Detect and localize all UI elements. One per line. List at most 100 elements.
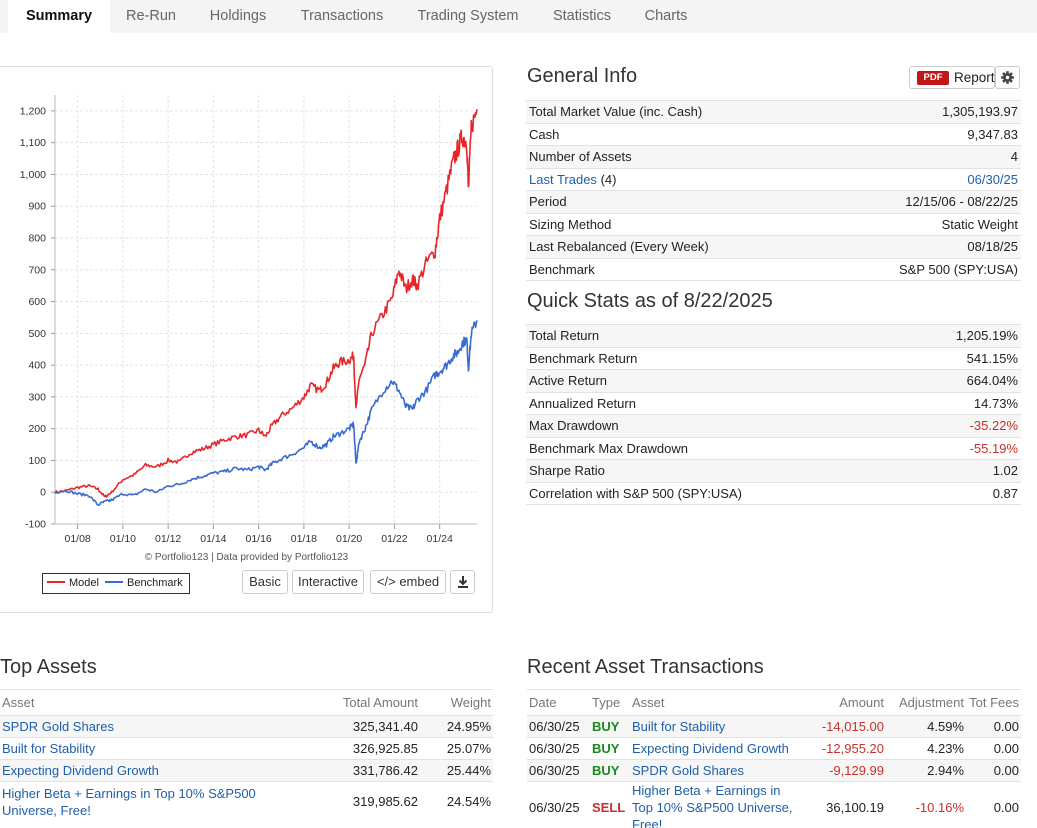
stat-row: Sharpe Ratio 1.02 [526, 459, 1021, 482]
col-weight[interactable]: Weight [420, 689, 493, 716]
table-row: SPDR Gold Shares 325,341.40 24.95% [0, 715, 493, 738]
y-tick-label: 600 [28, 296, 46, 308]
performance-chart-panel: -100 0 100 200 300 400 500 600 700 800 900 1,000 1,1… [0, 66, 493, 613]
tab-trading-system[interactable]: Trading System [417, 8, 519, 24]
stat-label: Total Return [526, 324, 904, 347]
last-trades-link[interactable]: Last Trades [529, 171, 597, 187]
stat-value: -35.22% [903, 414, 1021, 437]
legend-model[interactable]: Model [47, 577, 99, 589]
tab-summary[interactable]: Summary [8, 0, 110, 33]
txn-fees: 0.00 [966, 715, 1021, 738]
x-tick-label: 01/08 [64, 533, 90, 545]
y-tick-label: 200 [28, 423, 46, 435]
legend-benchmark[interactable]: Benchmark [105, 577, 183, 589]
col-tot-fees[interactable]: Tot Fees [966, 689, 1021, 716]
txn-asset-line-2: Top 10% S&P500 Universe, [632, 800, 793, 816]
x-tick-label: 01/12 [155, 533, 181, 545]
transactions-header: Date Type Asset Amount Adjustment Tot Fe… [527, 689, 1021, 716]
asset-link[interactable]: Higher Beta + Earnings in Top 10% S&P500… [2, 786, 256, 818]
txn-asset-link[interactable]: Expecting Dividend Growth [632, 741, 789, 756]
col-adjustment[interactable]: Adjustment [886, 689, 966, 716]
pdf-icon: PDF [917, 71, 949, 85]
embed-button[interactable]: </> embed [370, 570, 446, 594]
basic-chart-button[interactable]: Basic [242, 570, 288, 594]
legend-benchmark-swatch [105, 581, 123, 584]
quick-stats-table: Total Return 1,205.19% Benchmark Return 54… [526, 324, 1021, 505]
y-tick-label: 1,000 [20, 169, 46, 181]
asset-link[interactable]: SPDR Gold Shares [2, 719, 114, 734]
performance-chart: -100 0 100 200 300 400 500 600 700 800 900 1,000 1,1… [20, 95, 478, 545]
info-label: Last Rebalanced (Every Week) [526, 235, 822, 258]
info-value: S&P 500 (SPY:USA) [821, 257, 1021, 281]
stat-value: 1.02 [903, 459, 1021, 482]
table-row: 06/30/25 BUY Expecting Dividend Growth -… [527, 737, 1021, 760]
txn-asset-link[interactable]: SPDR Gold Shares [632, 763, 744, 778]
txn-asset-line-1: Higher Beta + Earnings in [632, 783, 781, 799]
txn-date: 06/30/25 [527, 759, 590, 782]
col-type[interactable]: Type [590, 689, 630, 716]
asset-amount: 319,985.62 [300, 781, 420, 822]
model-series-line [54, 109, 478, 498]
info-label: Benchmark [526, 257, 822, 281]
stat-value: -55.19% [903, 436, 1021, 460]
txn-fees: 0.00 [966, 781, 1021, 828]
txn-asset-link[interactable]: Higher Beta + Earnings in Top 10% S&P500 … [632, 783, 792, 828]
txn-fees: 0.00 [966, 737, 1021, 760]
col-amount[interactable]: Amount [810, 689, 886, 716]
stat-label: Annualized Return [526, 391, 904, 415]
info-value: 12/15/06 - 08/22/25 [821, 190, 1021, 213]
download-button[interactable] [450, 570, 475, 594]
y-tick-label: 0 [40, 487, 46, 499]
stat-label: Active Return [526, 369, 904, 392]
col-date[interactable]: Date [527, 689, 590, 716]
top-assets-title: Top Assets [0, 656, 97, 678]
asset-link[interactable]: Built for Stability [2, 741, 96, 756]
general-info-title: General Info [527, 65, 638, 87]
asset-amount: 326,925.85 [300, 737, 420, 760]
info-label: Cash [526, 122, 822, 146]
txn-asset-link[interactable]: Built for Stability [632, 719, 726, 734]
info-label: Sizing Method [526, 212, 822, 236]
y-tick-label: 300 [28, 391, 46, 403]
interactive-chart-button[interactable]: Interactive [292, 570, 364, 594]
txn-asset-line-3: Free! [632, 817, 663, 828]
table-row: Built for Stability 326,925.85 25.07% [0, 737, 493, 760]
asset-link[interactable]: Expecting Dividend Growth [2, 763, 159, 778]
x-tick-label: 01/14 [200, 533, 226, 545]
col-asset[interactable]: Asset [0, 689, 300, 716]
tab-re-run[interactable]: Re-Run [126, 8, 176, 24]
download-icon [457, 576, 468, 588]
pdf-report-button[interactable]: PDF Report [909, 66, 995, 89]
tab-statistics[interactable]: Statistics [552, 8, 611, 24]
tab-charts[interactable]: Charts [644, 8, 688, 24]
y-tick-label: 700 [28, 264, 46, 276]
stat-row: Active Return 664.04% [526, 369, 1021, 392]
tab-transactions[interactable]: Transactions [300, 8, 384, 24]
txn-type: BUY [590, 759, 630, 782]
tab-bar: Summary Re-Run Holdings Transactions Tra… [0, 0, 1037, 33]
txn-date: 06/30/25 [527, 781, 590, 828]
info-value: 9,347.83 [821, 122, 1021, 146]
asset-name-line-1: Higher Beta + Earnings in Top 10% S&P500 [2, 785, 256, 801]
last-trades-date-link[interactable]: 06/30/25 [967, 171, 1018, 187]
stat-label: Benchmark Return [526, 346, 904, 370]
top-assets-table: Asset Total Amount Weight SPDR Gold Shar… [0, 689, 493, 822]
col-asset[interactable]: Asset [630, 689, 810, 716]
y-tick-label: 800 [28, 233, 46, 245]
tab-holdings[interactable]: Holdings [209, 8, 267, 24]
asset-weight: 24.54% [420, 781, 493, 822]
settings-button[interactable] [995, 66, 1020, 89]
info-label: Period [526, 190, 822, 213]
x-tick-label: 01/24 [427, 533, 453, 545]
stat-value: 14.73% [903, 391, 1021, 415]
info-label: Total Market Value (inc. Cash) [526, 100, 822, 123]
txn-date: 06/30/25 [527, 737, 590, 760]
chart-credit: © Portfolio123 | Data provided by Portfo… [144, 552, 349, 563]
asset-amount: 331,786.42 [300, 759, 420, 782]
col-total-amount[interactable]: Total Amount [300, 689, 420, 716]
recent-transactions-title: Recent Asset Transactions [527, 656, 764, 678]
txn-amount: -12,955.20 [810, 737, 886, 760]
stat-label: Max Drawdown [526, 414, 904, 437]
txn-amount: -14,015.00 [810, 715, 886, 738]
top-assets-header: Asset Total Amount Weight [0, 689, 493, 716]
